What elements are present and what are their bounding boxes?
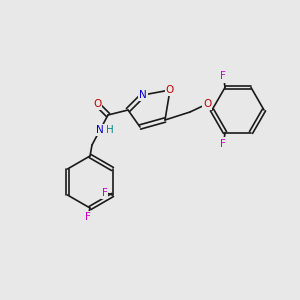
Text: N: N [96,125,104,135]
Text: O: O [203,99,211,109]
Text: O: O [93,99,101,109]
Text: F: F [220,71,226,82]
Text: F: F [85,212,91,222]
Text: N: N [139,90,147,100]
Text: F: F [220,139,226,148]
Text: O: O [166,85,174,95]
Text: F: F [102,188,107,198]
Text: H: H [106,125,114,135]
